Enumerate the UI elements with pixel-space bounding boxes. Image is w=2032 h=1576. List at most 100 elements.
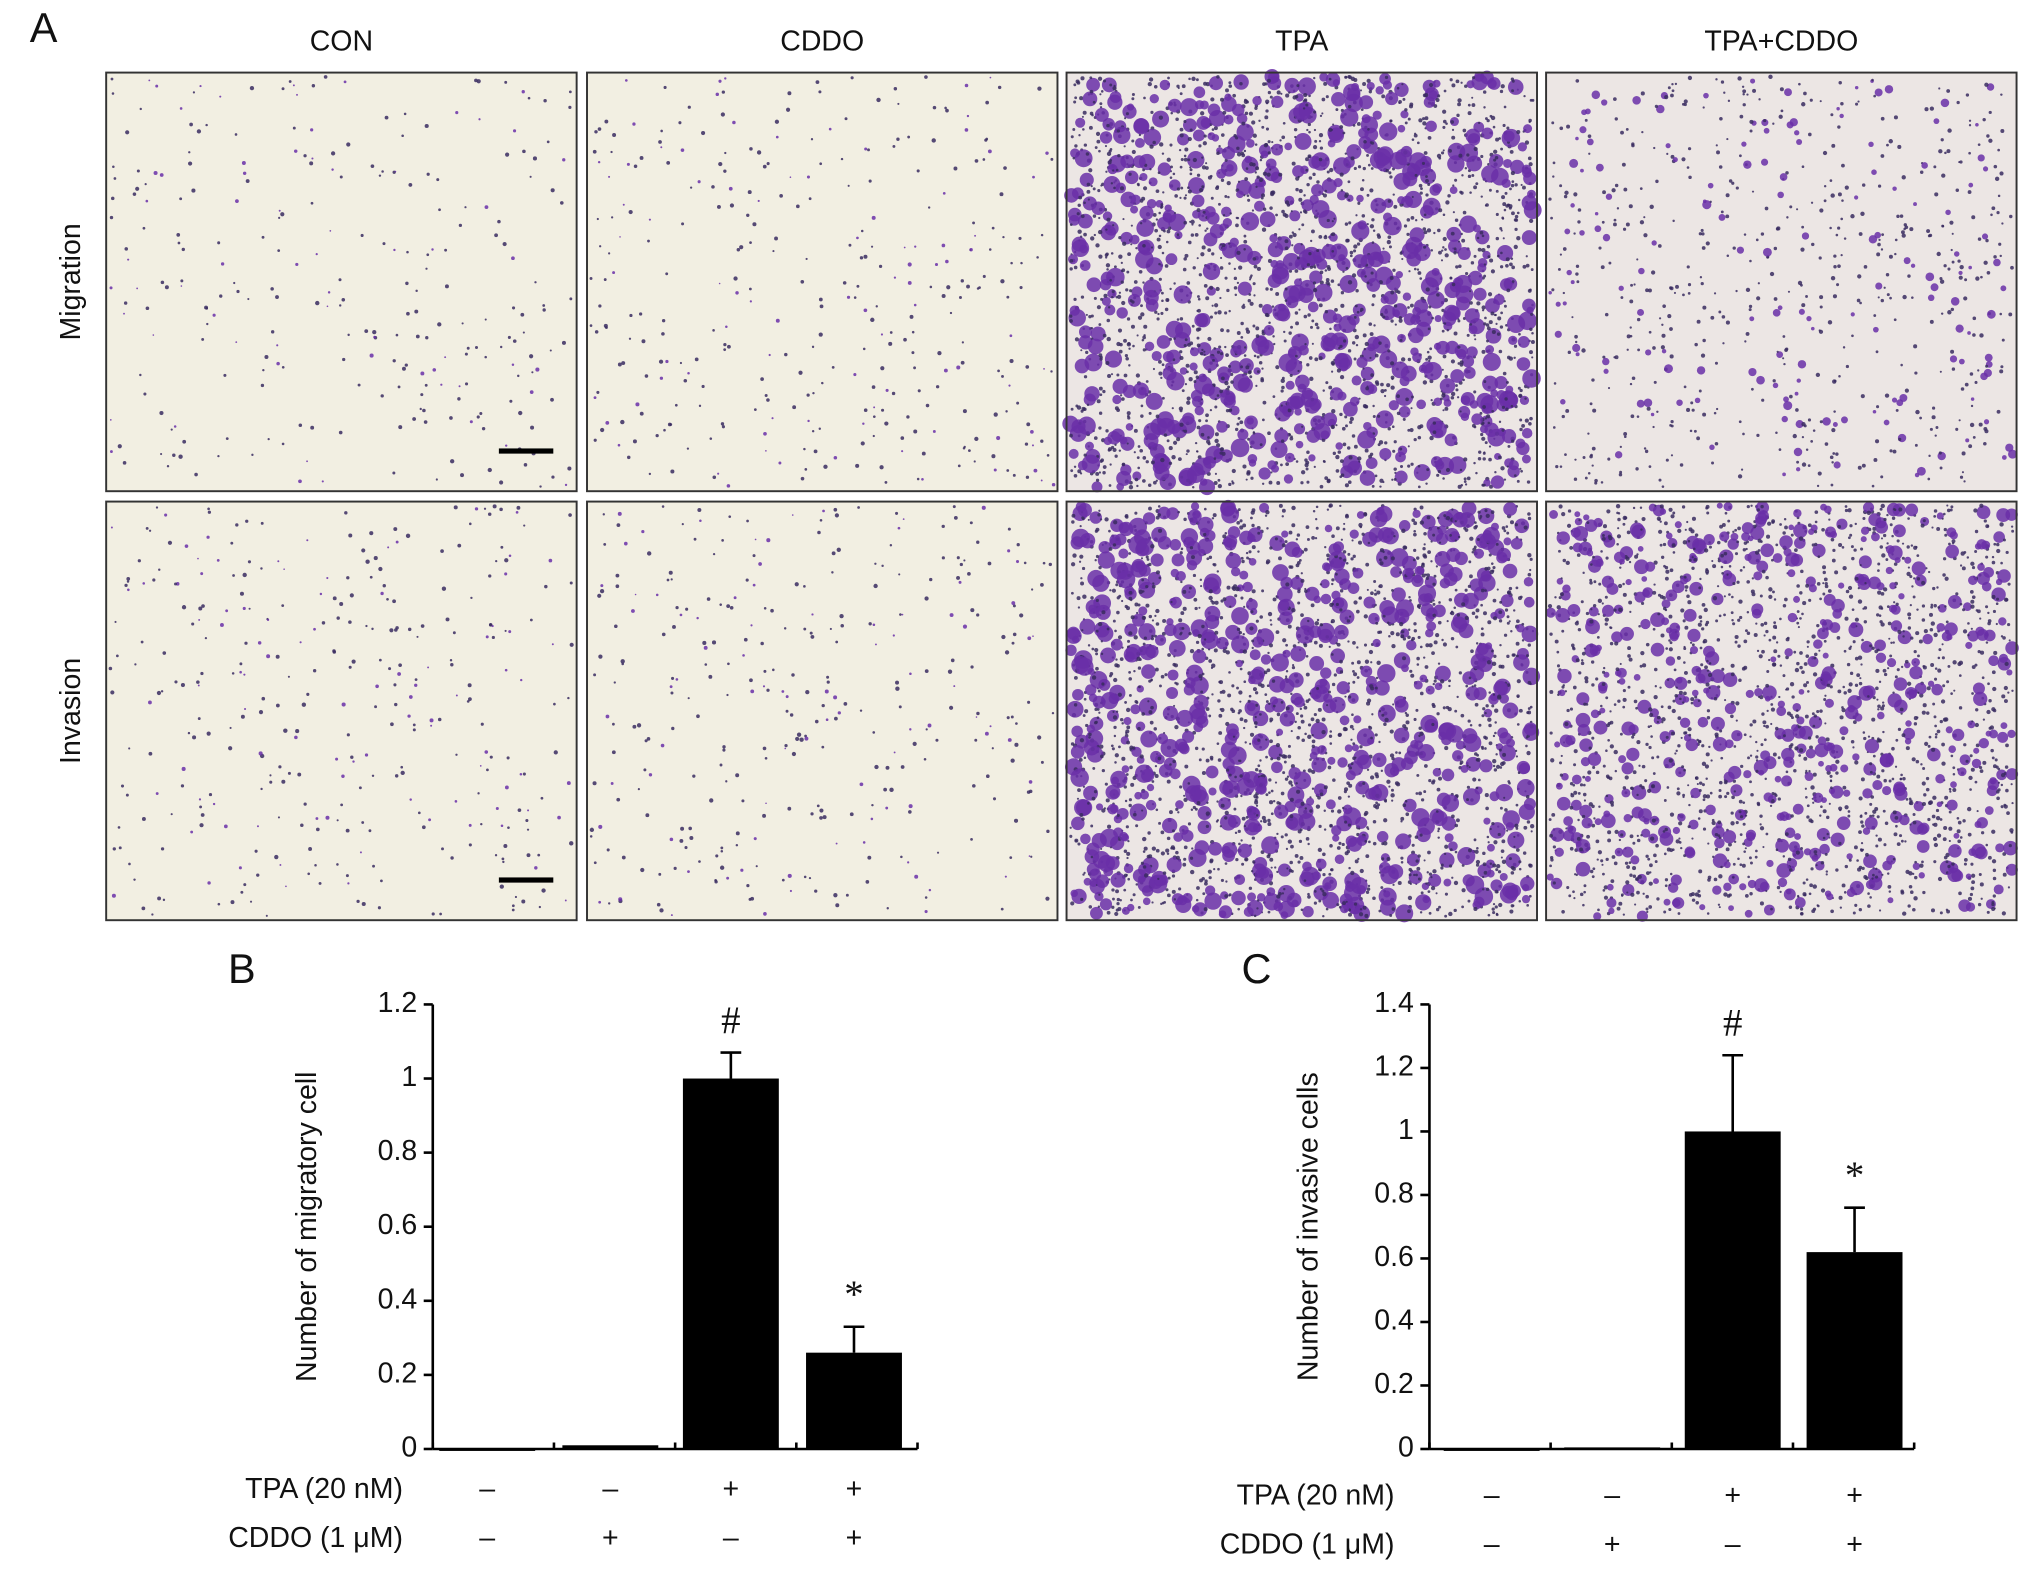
cell-stain xyxy=(1463,366,1476,379)
cell-stain xyxy=(1921,162,1928,169)
cell-stain xyxy=(1131,92,1135,97)
cell-stain xyxy=(1461,174,1464,177)
cell-stain xyxy=(728,515,732,519)
cell-stain xyxy=(1112,394,1122,405)
cell-stain xyxy=(1385,91,1399,106)
cell-stain xyxy=(1531,332,1534,335)
cell-stain xyxy=(1423,245,1427,249)
cell-stain xyxy=(621,361,626,366)
cell-stain xyxy=(1803,91,1807,96)
cell-stain xyxy=(1360,187,1364,192)
cell-stain xyxy=(1086,277,1102,293)
cell-stain xyxy=(871,803,874,807)
cell-stain xyxy=(1748,304,1753,309)
cell-stain xyxy=(1637,308,1645,316)
cell-stain xyxy=(665,272,669,276)
cell-stain xyxy=(1967,190,1972,194)
cell-stain xyxy=(118,846,122,850)
cell-stain xyxy=(281,779,286,784)
cell-stain xyxy=(1498,420,1502,424)
cell-stain xyxy=(1261,227,1267,232)
cell-stain xyxy=(1422,121,1427,126)
cell-stain xyxy=(1364,341,1369,347)
cell-stain xyxy=(1433,342,1442,351)
cell-stain xyxy=(382,242,386,246)
cell-stain xyxy=(1130,205,1139,214)
cell-stain xyxy=(1643,233,1648,238)
cell-stain xyxy=(1410,215,1415,220)
cell-stain xyxy=(1216,350,1221,354)
cell-stain xyxy=(1199,100,1209,110)
cell-stain xyxy=(1764,206,1769,211)
cell-stain xyxy=(1100,224,1117,241)
cell-stain xyxy=(1274,866,1277,869)
cell-stain xyxy=(1181,389,1185,393)
cell-stain xyxy=(1234,831,1238,835)
cell-stain xyxy=(1187,136,1192,142)
cell-stain xyxy=(1398,405,1411,418)
cell-stain xyxy=(1419,277,1423,280)
cell-stain xyxy=(1364,448,1369,453)
cell-stain xyxy=(1473,390,1477,394)
cell-stain xyxy=(177,241,181,245)
cell-stain xyxy=(1233,286,1238,290)
cell-stain xyxy=(1128,172,1132,176)
cell-stain xyxy=(1102,333,1107,338)
cell-stain xyxy=(1069,319,1073,323)
cell-stain xyxy=(1363,421,1372,431)
cell-stain xyxy=(1402,97,1406,101)
cell-stain xyxy=(1478,450,1482,454)
cell-stain xyxy=(1191,223,1194,226)
cell-stain xyxy=(1481,234,1485,238)
cell-stain xyxy=(1880,298,1885,303)
cell-stain xyxy=(1737,76,1742,81)
cell-stain xyxy=(1904,388,1909,393)
cell-stain xyxy=(321,480,324,483)
cell-stain xyxy=(1988,138,1993,143)
cell-stain xyxy=(1319,484,1324,489)
cell-stain xyxy=(1686,166,1690,169)
cell-stain xyxy=(1741,141,1747,147)
cell-stain xyxy=(1106,217,1111,222)
cell-stain xyxy=(1249,276,1252,279)
cell-stain xyxy=(1253,264,1258,269)
cell-stain xyxy=(1353,357,1357,361)
cell-stain xyxy=(686,447,690,450)
cell-stain xyxy=(1129,234,1140,245)
cell-stain xyxy=(1480,603,1483,607)
cell-stain xyxy=(1126,442,1129,445)
cell-stain xyxy=(1382,247,1385,250)
cell-stain xyxy=(1856,298,1861,303)
cell-stain xyxy=(113,177,117,180)
cell-stain xyxy=(1410,407,1413,410)
cell-stain xyxy=(401,366,406,371)
cell-stain xyxy=(909,728,912,731)
cell-stain xyxy=(867,148,870,152)
cell-stain xyxy=(1344,483,1349,488)
cell-stain xyxy=(1581,348,1586,353)
cell-stain xyxy=(1298,197,1303,202)
cell-stain xyxy=(1288,331,1292,335)
cell-stain xyxy=(497,219,501,224)
cell-stain xyxy=(1321,112,1324,115)
cell-stain xyxy=(369,575,373,579)
cell-stain xyxy=(1126,103,1135,111)
cell-stain xyxy=(1166,298,1169,302)
cell-stain xyxy=(1469,322,1473,326)
cell-stain xyxy=(1725,193,1730,198)
cell-stain xyxy=(1154,228,1158,233)
cell-stain xyxy=(1422,197,1441,216)
cell-stain xyxy=(141,906,146,911)
cell-stain xyxy=(196,680,200,684)
cell-stain xyxy=(1258,119,1261,123)
cell-stain xyxy=(220,262,225,266)
cell-stain xyxy=(1555,301,1561,307)
cell-stain xyxy=(1485,298,1500,314)
cell-stain xyxy=(655,433,659,438)
cell-stain xyxy=(345,874,349,878)
cell-stain xyxy=(942,191,946,195)
cell-stain xyxy=(1600,265,1605,270)
cell-stain xyxy=(1639,187,1643,191)
cell-stain xyxy=(1083,143,1088,147)
cell-stain xyxy=(278,216,281,219)
